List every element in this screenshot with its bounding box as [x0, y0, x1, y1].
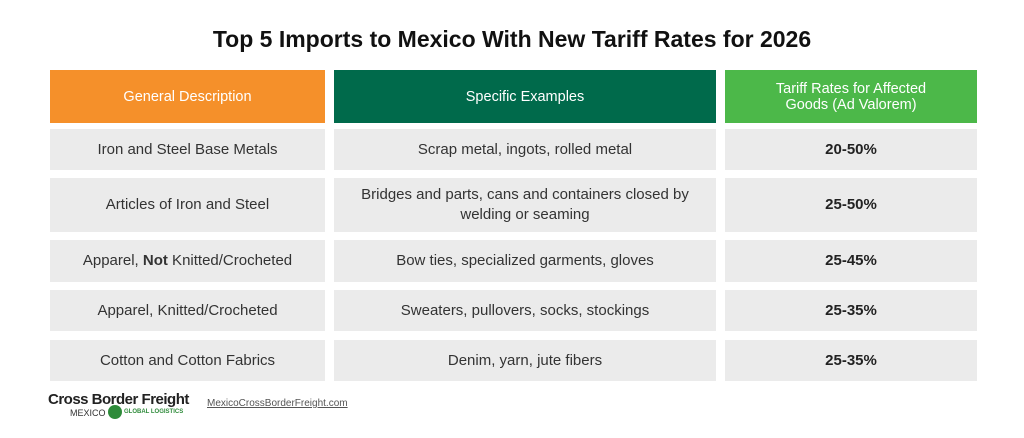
text-part: Knitted/Crocheted — [167, 252, 293, 269]
title: Top 5 Imports to Mexico With New Tariff … — [212, 26, 812, 52]
table-cell: 25-50% — [725, 178, 977, 232]
logo-tag: GLOBAL LOGISTICS — [124, 409, 184, 415]
cell-text: Apparel, Not Knitted/Crocheted — [83, 251, 292, 271]
table-cell: Bow ties, specialized garments, gloves — [334, 240, 716, 282]
table-cell: 20-50% — [725, 129, 977, 170]
header-cell: General Description — [50, 70, 325, 123]
header-cell: Tariff Rates for Affected Goods (Ad Valo… — [725, 70, 977, 123]
table-cell: Iron and Steel Base Metals — [50, 129, 325, 170]
table-cell: Apparel, Not Knitted/Crocheted — [50, 240, 325, 282]
logo-icon — [108, 405, 122, 419]
table-cell: 25-35% — [725, 340, 977, 381]
table-cell: Bridges and parts, cans and containers c… — [334, 178, 716, 232]
table-cell: 25-35% — [725, 290, 977, 331]
logo-sub: MEXICO — [70, 408, 106, 418]
table-cell: Apparel, Knitted/Crocheted — [50, 290, 325, 331]
table-cell: Articles of Iron and Steel — [50, 178, 325, 232]
table-cell: Sweaters, pullovers, socks, stockings — [334, 290, 716, 331]
table-cell: Denim, yarn, jute fibers — [334, 340, 716, 381]
table-cell: Cotton and Cotton Fabrics — [50, 340, 325, 381]
text-part: Apparel, — [82, 252, 143, 269]
url[interactable]: MexicoCrossBorderFreight.com — [207, 398, 348, 409]
logo: Cross Border Freight — [48, 391, 189, 408]
table-cell: Scrap metal, ingots, rolled metal — [334, 129, 716, 170]
text-part: Not — [142, 252, 168, 269]
table-cell: 25-45% — [725, 240, 977, 282]
header-cell: Specific Examples — [334, 70, 716, 123]
